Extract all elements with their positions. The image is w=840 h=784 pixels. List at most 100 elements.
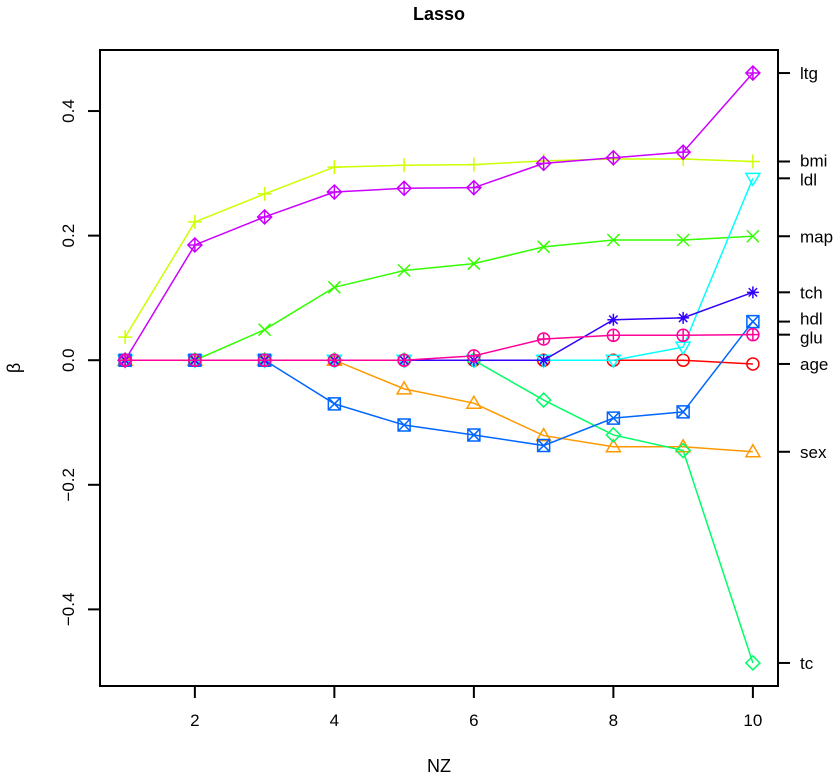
- circle-plus-marker: [467, 349, 480, 362]
- asterisk-marker: [537, 354, 550, 367]
- plus-marker: [257, 186, 272, 201]
- diamond-marker: [744, 654, 761, 672]
- x-tick-label: 6: [469, 711, 478, 730]
- series-glu: [118, 327, 760, 367]
- series-line-hdl: [125, 321, 754, 447]
- y-axis: −0.4 −0.2 0.0 0.2 0.4: [59, 99, 100, 626]
- cross-marker: [397, 263, 411, 278]
- circle-plus-marker: [258, 354, 271, 367]
- series-line-sex: [125, 359, 753, 453]
- series-group: [116, 64, 762, 672]
- square-x-marker: [536, 438, 551, 453]
- x-axis: 2 4 6 8 10: [190, 686, 762, 730]
- diamond-marker: [675, 442, 692, 459]
- right-axis-label: sex: [800, 443, 827, 462]
- right-axis-label: age: [800, 355, 828, 374]
- asterisk-marker: [677, 311, 690, 324]
- circle-plus-marker: [398, 354, 411, 367]
- cross-marker: [606, 233, 620, 247]
- circle-plus-marker: [119, 354, 132, 367]
- right-axis-label: ltg: [800, 64, 818, 83]
- triangle-up-marker: [395, 380, 413, 395]
- diamond-marker: [535, 392, 552, 409]
- plus-marker: [118, 330, 133, 345]
- y-tick-label: −0.4: [59, 593, 78, 627]
- plus-marker: [397, 158, 412, 173]
- series-line-map: [125, 235, 753, 361]
- triangle-down-marker: [674, 341, 692, 356]
- y-tick-label: 0.0: [59, 348, 78, 372]
- triangle-up-marker: [465, 394, 483, 409]
- y-axis-label: β: [4, 363, 24, 373]
- square-x-marker: [327, 397, 342, 411]
- series-tc: [117, 352, 761, 672]
- cross-marker: [258, 323, 272, 337]
- series-line-ltg: [124, 72, 754, 361]
- series-age: [118, 353, 760, 371]
- circle-plus-marker: [607, 329, 620, 342]
- cross-marker: [537, 240, 551, 254]
- series-bmi: [118, 152, 760, 345]
- series-line-glu: [125, 333, 753, 361]
- plus-marker: [466, 157, 481, 172]
- diamond-plus-marker: [675, 144, 692, 161]
- plus-marker: [745, 154, 760, 169]
- cross-marker: [327, 280, 341, 294]
- series-line-bmi: [124, 158, 753, 338]
- x-tick-label: 4: [330, 711, 339, 730]
- series-map: [118, 229, 760, 367]
- plus-marker: [187, 214, 202, 229]
- right-axis-label: hdl: [800, 310, 823, 329]
- triangle-down-marker: [744, 172, 762, 187]
- square-x-marker: [746, 314, 760, 329]
- square-x-marker: [606, 411, 621, 425]
- diamond-plus-marker: [396, 180, 413, 197]
- right-axis-label: ldl: [800, 170, 817, 189]
- y-tick-label: 0.2: [59, 224, 78, 248]
- x-axis-label: NZ: [427, 756, 451, 776]
- diamond-plus-marker: [465, 179, 482, 196]
- series-ldl: [116, 172, 762, 369]
- cross-marker: [467, 257, 481, 271]
- diamond-plus-marker: [535, 155, 552, 172]
- triangle-down-marker: [605, 354, 622, 369]
- diamond-marker: [605, 426, 622, 444]
- right-axis-label: bmi: [800, 151, 827, 170]
- y-tick-label: 0.4: [59, 99, 78, 123]
- cross-marker: [676, 233, 690, 247]
- diamond-plus-marker: [744, 64, 761, 82]
- series-line-tc: [125, 359, 754, 664]
- circle-plus-marker: [537, 333, 550, 346]
- y-tick-label: −0.2: [59, 468, 78, 502]
- series-ltg: [117, 64, 761, 369]
- circle-plus-marker: [328, 354, 341, 367]
- right-axis-label: map: [800, 227, 833, 246]
- plus-marker: [327, 160, 342, 175]
- right-axis-label: tch: [800, 283, 823, 302]
- chart-title: Lasso: [413, 4, 465, 24]
- square-x-marker: [467, 428, 481, 442]
- series-tch: [119, 286, 759, 367]
- x-tick-label: 10: [743, 711, 762, 730]
- right-axis: age sex bmi map tc ldl hdl tch ltg glu: [778, 64, 833, 673]
- asterisk-marker: [607, 313, 620, 326]
- diamond-plus-marker: [186, 236, 203, 254]
- plot-frame: [99, 49, 779, 687]
- circle-plus-marker: [188, 354, 201, 367]
- square-x-marker: [676, 405, 690, 419]
- diamond-plus-marker: [605, 149, 622, 166]
- cross-marker: [746, 229, 760, 243]
- x-tick-label: 8: [609, 711, 618, 730]
- series-sex: [116, 351, 762, 458]
- triangle-up-marker: [605, 438, 622, 453]
- asterisk-marker: [746, 286, 759, 299]
- triangle-up-marker: [744, 443, 762, 458]
- right-axis-label: tc: [800, 654, 814, 673]
- triangle-up-marker: [535, 427, 552, 442]
- circle-plus-marker: [677, 329, 690, 342]
- diamond-plus-marker: [256, 208, 273, 226]
- diamond-plus-marker: [326, 183, 343, 201]
- series-line-ldl: [125, 178, 754, 361]
- square-x-marker: [397, 418, 411, 432]
